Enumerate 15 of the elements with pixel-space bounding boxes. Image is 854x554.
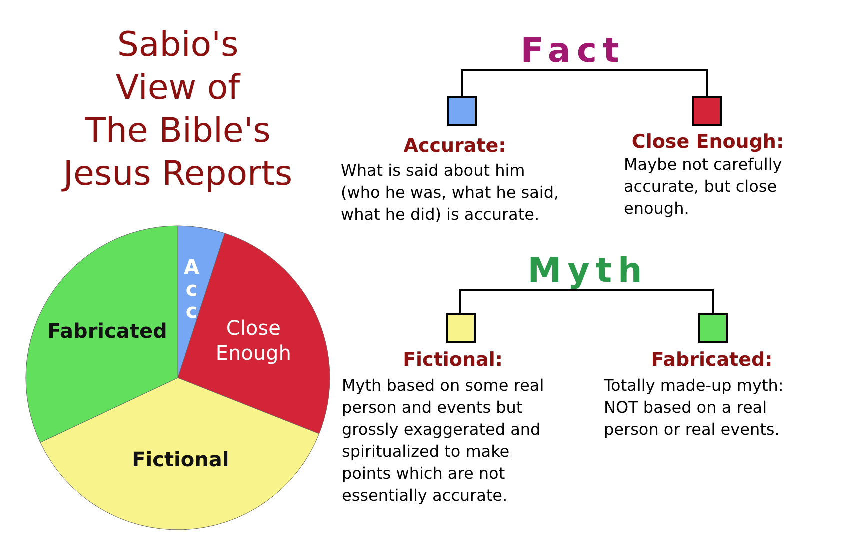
- slice-label: Close Enough: [216, 316, 292, 366]
- text: Totally made-up myth: NOT based on a real person or real events.: [603, 376, 784, 439]
- text: Accurate:: [404, 135, 506, 157]
- text: Fictional:: [403, 349, 503, 371]
- text: Myth: [528, 251, 648, 291]
- slice-label: Acc: [184, 255, 200, 324]
- text: Maybe not carefully accurate, but close enough.: [624, 155, 782, 218]
- text: Fact: [520, 31, 626, 71]
- slice-label: Fictional: [132, 448, 230, 472]
- text: Fabricated:: [651, 349, 773, 371]
- text: Myth based on some real person and events but grossly exaggerated and spiritualized to make points which are not essentially accurate.: [342, 376, 544, 505]
- text: What is said about him (who he was, what he said, what he did) is accurate.: [341, 161, 560, 224]
- slice-label: Fabricated: [48, 320, 168, 344]
- text: Close Enough:: [632, 131, 784, 153]
- chart-title: Sabio's View of The Bible's Jesus Reports: [61, 25, 293, 194]
